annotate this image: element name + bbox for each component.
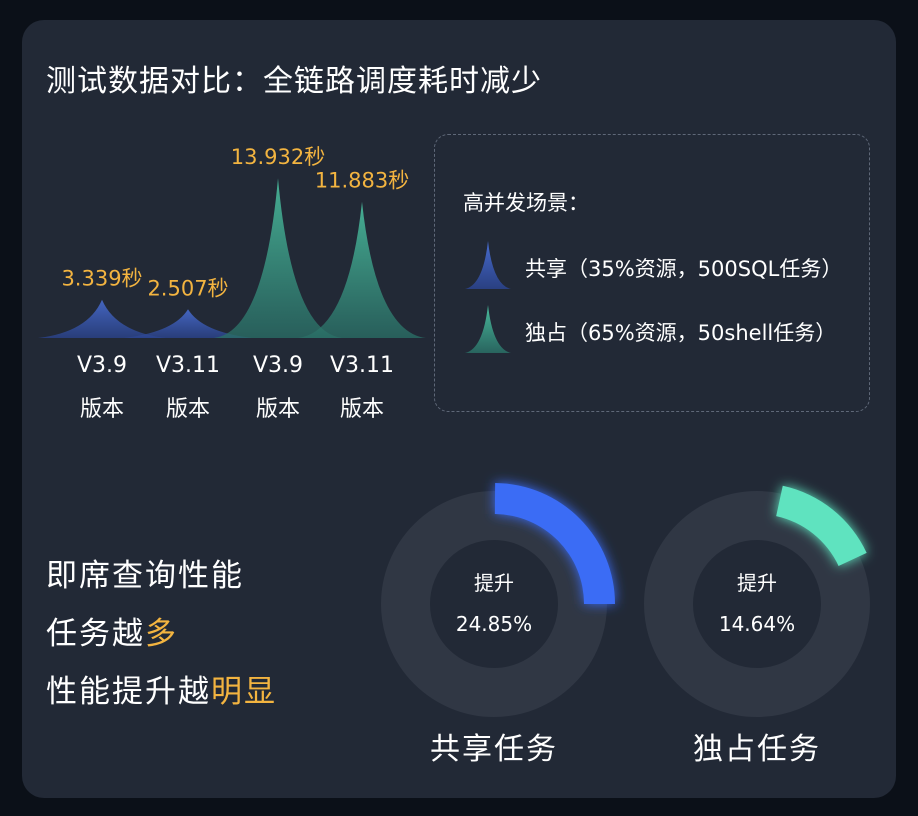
donut-label-exclusive: 独占任务	[693, 732, 821, 767]
slogan-line-1: 即席查询性能	[46, 558, 244, 594]
tick-version-1: V3.11	[156, 353, 220, 378]
value-label-3: 11.883秒	[315, 169, 409, 193]
legend-label-exclusive: 独占（65%资源，50shell任务）	[525, 321, 837, 345]
peak-3	[298, 201, 426, 338]
donut-value-exclusive: 14.64%	[718, 612, 796, 636]
donut-center-shared: 提升 24.85%	[434, 567, 554, 636]
slogan-line-2: 任务越多	[46, 616, 178, 652]
donut-title-exclusive: 提升	[737, 571, 777, 595]
peak-0	[38, 299, 166, 338]
legend-item-shared: 共享（35%资源，500SQL任务）	[463, 239, 863, 291]
donut-ring-0	[381, 491, 607, 717]
comparison-card: 测试数据对比：全链路调度耗时减少 3.339秒 V3.9 版本 2.507秒 V3.11…	[22, 20, 896, 798]
page-title: 测试数据对比：全链路调度耗时减少	[46, 64, 542, 99]
legend-heading: 高并发场景：	[463, 191, 589, 215]
legend-box: 高并发场景： 共享（35%资源，500SQL任务） 独占（65%资源，50she…	[434, 134, 870, 412]
donut-title-shared: 提升	[474, 571, 514, 595]
peak-2	[214, 178, 342, 338]
donut-segment-0	[494, 483, 615, 604]
donut-ring-1	[644, 491, 870, 717]
value-label-1: 2.507秒	[147, 276, 228, 300]
tick-suffix-3: 版本	[340, 397, 384, 422]
value-label-0: 3.339秒	[61, 267, 142, 291]
tick-version-3: V3.11	[330, 353, 394, 378]
donut-segment-1	[776, 485, 867, 566]
slogan-line-3: 性能提升越明显	[46, 674, 277, 710]
donut-label-shared: 共享任务	[430, 732, 558, 767]
legend-item-exclusive: 独占（65%资源，50shell任务）	[463, 303, 863, 355]
teal-peak-icon	[465, 305, 511, 353]
tick-suffix-0: 版本	[80, 397, 124, 422]
blue-peak-icon	[465, 241, 511, 289]
legend-label-shared: 共享（35%资源，500SQL任务）	[525, 257, 843, 281]
peak-chart: 3.339秒 V3.9 版本 2.507秒 V3.11 版本 13.932秒 V3.9 版本 11…	[38, 145, 870, 717]
donut-value-shared: 24.85%	[455, 612, 533, 636]
tick-suffix-1: 版本	[166, 397, 210, 422]
tick-suffix-2: 版本	[256, 397, 300, 422]
tick-version-0: V3.9	[77, 353, 127, 378]
tick-version-2: V3.9	[253, 353, 303, 378]
peak-1	[124, 309, 252, 338]
donut-center-exclusive: 提升 14.64%	[697, 567, 817, 636]
value-label-2: 13.932秒	[231, 145, 325, 169]
